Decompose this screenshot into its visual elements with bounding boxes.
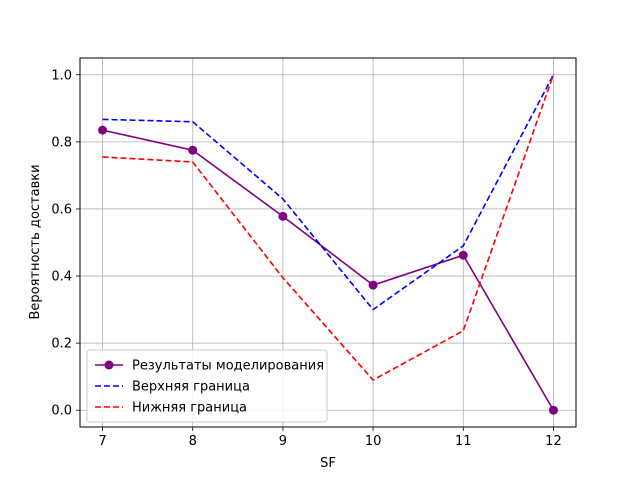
series-point <box>188 145 198 155</box>
series-point <box>548 405 558 415</box>
y-tick-label: 0.0 <box>51 404 72 419</box>
legend-label: Нижняя граница <box>132 401 247 416</box>
x-tick-label: 8 <box>189 434 197 449</box>
axis-ticks: 7 8 9 10 11 12 0.0 0.2 0.4 0.6 0.8 1.0 <box>51 68 561 449</box>
legend-label: Верхняя граница <box>132 380 250 395</box>
legend-label: Результаты моделирования <box>132 359 324 374</box>
series-line-0 <box>102 129 555 411</box>
x-tick-label: 11 <box>455 434 472 449</box>
series-point <box>278 211 288 221</box>
series-point <box>458 250 468 260</box>
series-line-1 <box>102 74 555 311</box>
y-tick-label: 0.2 <box>51 337 72 352</box>
legend-box <box>86 349 328 423</box>
y-tick-label: 0.4 <box>51 270 72 285</box>
series-point <box>98 125 108 135</box>
y-tick-label: 1.0 <box>51 68 72 83</box>
grid-lines <box>80 58 576 427</box>
y-tick-label: 0.8 <box>51 135 72 150</box>
x-axis-label: SF <box>320 456 336 471</box>
series-point <box>368 280 378 290</box>
legend: Результаты моделирования Верхняя граница Н… <box>86 349 328 423</box>
x-tick-label: 12 <box>545 434 562 449</box>
series-lines <box>98 74 558 415</box>
x-tick-label: 7 <box>98 434 106 449</box>
x-tick-label: 10 <box>365 434 382 449</box>
legend-marker <box>104 360 114 370</box>
y-tick-label: 0.6 <box>51 202 72 217</box>
y-axis-label: Вероятность доставки <box>28 164 43 319</box>
x-tick-label: 9 <box>279 434 287 449</box>
plot-frame <box>79 57 577 428</box>
series-line-2 <box>102 74 555 382</box>
